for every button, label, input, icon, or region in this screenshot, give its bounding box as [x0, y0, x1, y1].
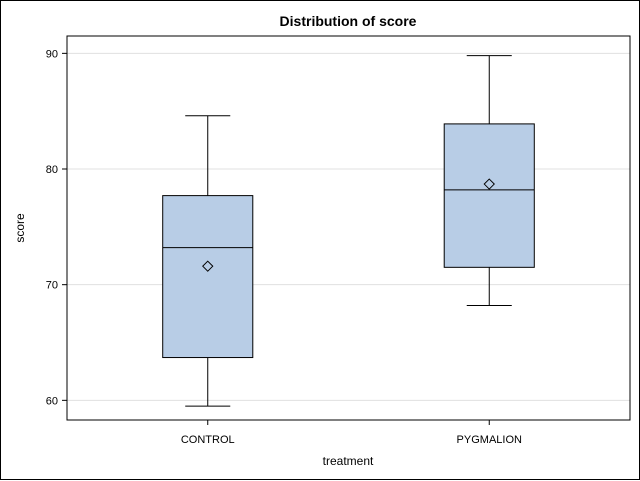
boxes-layer: [162, 55, 535, 407]
x-tick-label: PYGMALION: [457, 434, 522, 446]
x-tick-label: CONTROL: [181, 434, 235, 446]
y-axis-label: score: [13, 213, 27, 243]
x-axis: CONTROL PYGMALION: [181, 420, 522, 446]
x-axis-label: treatment: [323, 454, 374, 468]
chart-title: Distribution of score: [280, 13, 417, 29]
y-tick-label: 60: [46, 395, 58, 407]
y-tick-label: 80: [46, 164, 58, 176]
iqr-box: [162, 195, 254, 359]
y-tick-label: 70: [46, 280, 58, 292]
mean-diamond-marker: [483, 178, 495, 190]
box-group-pygmalion: [443, 55, 535, 306]
plot-area: [66, 35, 631, 421]
iqr-box: [443, 123, 535, 268]
mean-diamond-marker: [202, 260, 214, 272]
y-tick-label: 90: [46, 48, 58, 60]
y-axis: 60 70 80 90: [46, 48, 67, 407]
gridlines: [67, 52, 630, 401]
box-group-control: [162, 115, 254, 407]
